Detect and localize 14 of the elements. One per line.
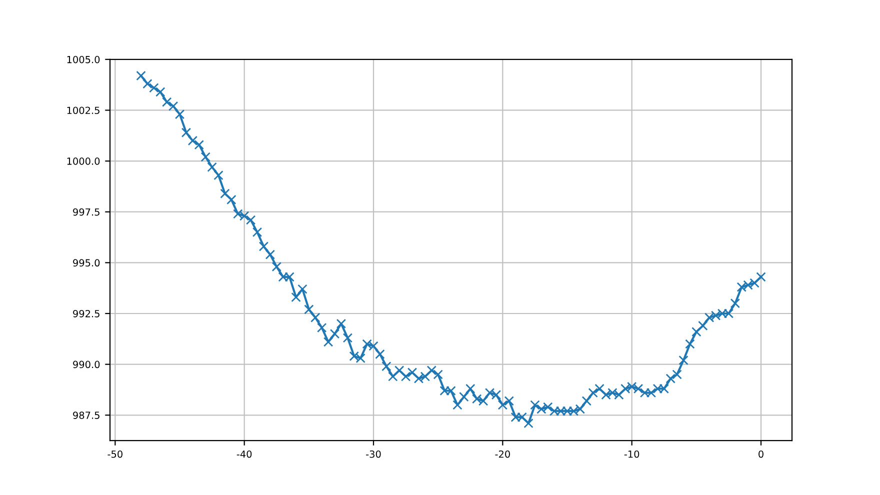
y-tick-label: 987.5 bbox=[73, 412, 100, 419]
y-tick-label: 995.0 bbox=[73, 259, 100, 267]
y-tick-label: 992.5 bbox=[73, 310, 100, 318]
x-tick-label: -20 bbox=[495, 450, 510, 458]
y-tick-label: 990.0 bbox=[73, 360, 100, 368]
x-tick-label: 0 bbox=[758, 450, 764, 458]
x-tick-label: -10 bbox=[624, 450, 640, 458]
y-tick-label: 1005.0 bbox=[67, 56, 100, 64]
x-tick-label: -50 bbox=[108, 450, 122, 458]
x-tick-label: -40 bbox=[236, 450, 252, 458]
x-tick-label: -30 bbox=[366, 450, 381, 458]
y-tick-label: 1002.5 bbox=[67, 106, 100, 114]
y-tick-label: 997.5 bbox=[73, 208, 100, 216]
y-tick-label: 1000.0 bbox=[67, 158, 100, 165]
